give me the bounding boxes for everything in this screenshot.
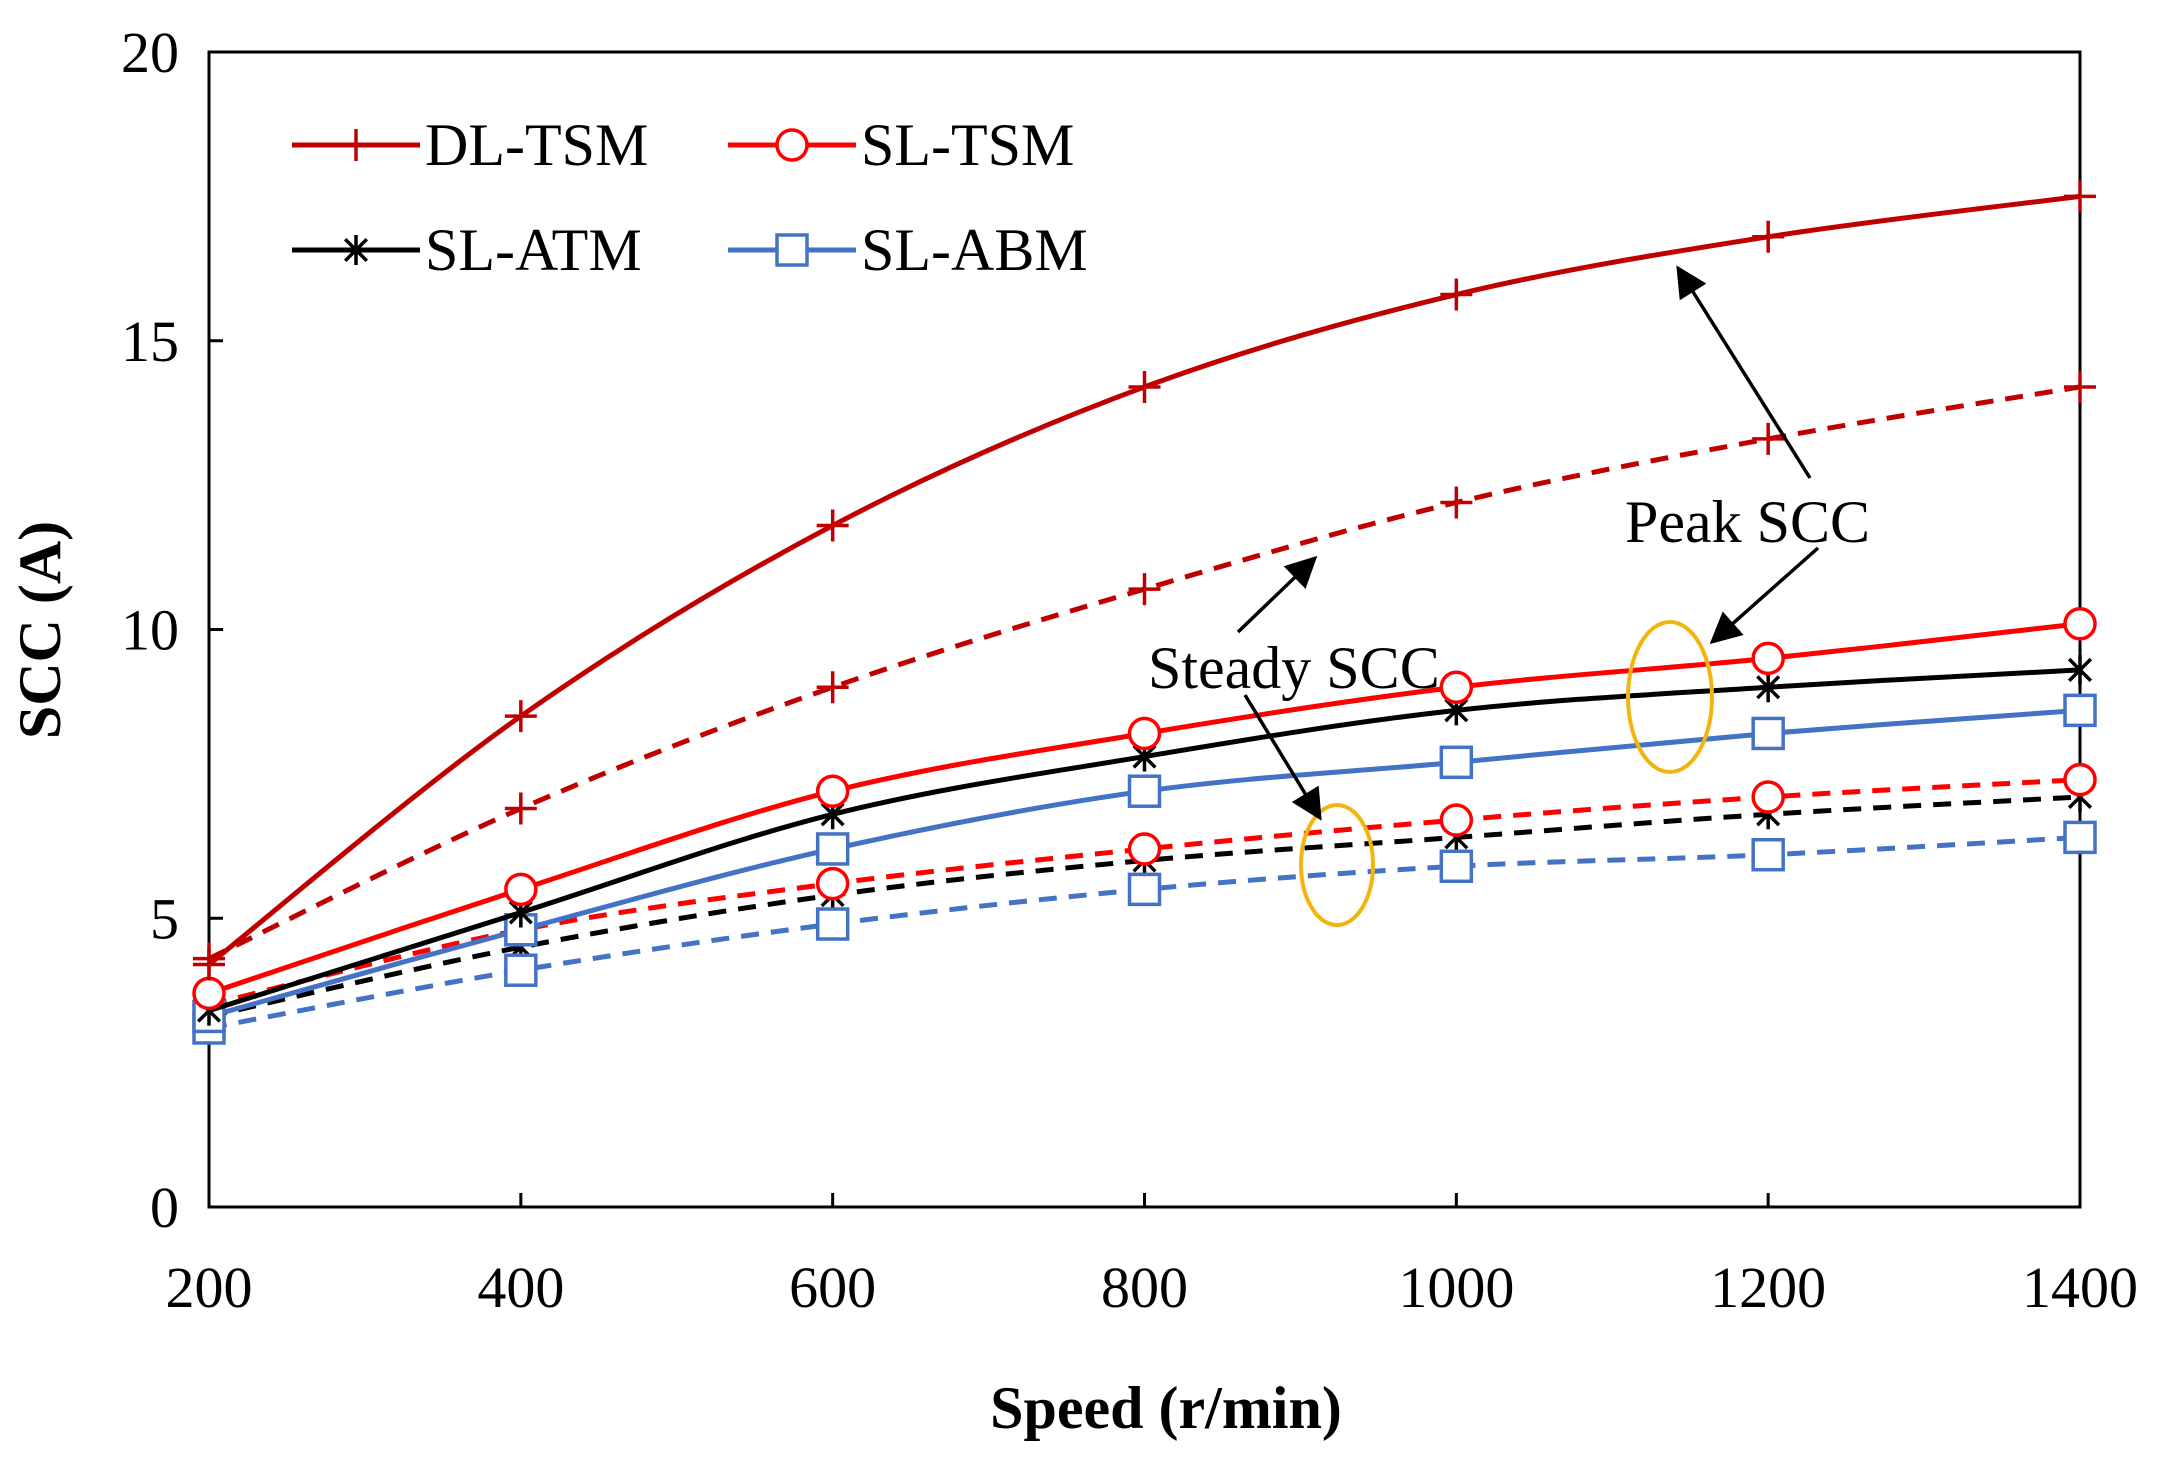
y-tick-label: 10 bbox=[121, 598, 179, 663]
data-point-sl-abm-peak bbox=[815, 832, 850, 866]
y-axis: 0 5 10 15 20 bbox=[121, 20, 223, 1240]
x-tick-label: 1000 bbox=[1398, 1255, 1514, 1320]
data-point-sl-abm-peak bbox=[1751, 716, 1785, 751]
data-point-dl-tsm-peak bbox=[504, 700, 537, 733]
data-point-sl-abm-steady bbox=[1439, 849, 1474, 884]
legend-marker-sl-atm bbox=[343, 235, 369, 265]
data-point-sl-abm-steady bbox=[2063, 820, 2097, 855]
data-point-sl-tsm-steady bbox=[1751, 780, 1785, 814]
data-point-sl-abm-steady bbox=[815, 907, 850, 941]
series-dl-tsm-peak bbox=[193, 180, 2096, 981]
data-point-sl-tsm-peak bbox=[504, 872, 538, 907]
data-point-dl-tsm-peak bbox=[193, 948, 225, 981]
x-axis-title: Speed (r/min) bbox=[990, 1375, 1342, 1441]
data-point-sl-tsm-peak bbox=[815, 774, 850, 808]
data-point-sl-tsm-peak bbox=[1127, 716, 1162, 751]
steady-arrow-down bbox=[1243, 694, 1322, 821]
steady-arrow-up bbox=[1236, 555, 1318, 634]
data-point-sl-abm-steady bbox=[1127, 872, 1162, 907]
series-layer bbox=[192, 180, 2097, 1045]
data-point-sl-tsm-steady bbox=[815, 866, 850, 901]
data-point-sl-abm-steady bbox=[1751, 837, 1785, 872]
y-tick-label: 20 bbox=[121, 20, 179, 85]
annotation-peak-scc: Peak SCC bbox=[1625, 489, 1870, 555]
peak-highlight-ellipse bbox=[1626, 620, 1714, 774]
annotations: Peak SCC Steady SCC bbox=[1148, 265, 1870, 927]
legend-item-sl-abm: SL-ABM bbox=[728, 217, 1088, 283]
y-tick-label: 0 bbox=[150, 1175, 179, 1240]
data-point-sl-tsm-steady bbox=[1439, 803, 1474, 837]
data-point-sl-abm-peak bbox=[2063, 693, 2097, 728]
series-dl-tsm-steady bbox=[193, 370, 2096, 975]
peak-arrow-up bbox=[1676, 265, 1812, 479]
x-tick-label: 800 bbox=[1101, 1255, 1188, 1320]
data-point-dl-tsm-peak bbox=[1128, 370, 1161, 403]
legend-marker-dl-tsm bbox=[340, 129, 372, 161]
x-axis: 200 400 600 800 1000 1200 1400 bbox=[166, 1193, 2138, 1320]
y-tick-label: 5 bbox=[150, 886, 179, 951]
data-point-dl-tsm-peak bbox=[816, 509, 849, 542]
steady-highlight-ellipse bbox=[1299, 803, 1375, 927]
legend-label-sl-atm: SL-ATM bbox=[425, 217, 642, 283]
data-point-sl-abm-peak bbox=[1439, 745, 1474, 780]
legend: DL-TSM SL-TSM SL-ATM SL-ABM bbox=[292, 112, 1088, 283]
x-tick-label: 1200 bbox=[1710, 1255, 1826, 1320]
x-tick-label: 200 bbox=[166, 1255, 253, 1320]
data-point-sl-tsm-steady bbox=[1127, 832, 1162, 866]
x-tick-label: 600 bbox=[789, 1255, 876, 1320]
data-point-dl-tsm-steady bbox=[1752, 422, 1785, 455]
data-point-dl-tsm-peak bbox=[2064, 180, 2096, 213]
data-point-sl-tsm-steady bbox=[2063, 762, 2097, 797]
data-point-sl-tsm-peak bbox=[2063, 606, 2097, 641]
data-point-dl-tsm-steady bbox=[1440, 486, 1473, 519]
annotation-steady-scc: Steady SCC bbox=[1148, 635, 1440, 701]
data-point-dl-tsm-steady bbox=[504, 792, 537, 825]
legend-item-sl-tsm: SL-TSM bbox=[728, 112, 1074, 178]
legend-marker-sl-tsm bbox=[775, 128, 809, 162]
series-sl-abm-steady bbox=[192, 820, 2097, 1045]
peak-arrow-down bbox=[1709, 546, 1820, 645]
data-point-sl-tsm-peak bbox=[1751, 641, 1785, 676]
x-tick-label: 400 bbox=[477, 1255, 564, 1320]
y-axis-title: SCC (A) bbox=[7, 521, 73, 739]
legend-label-sl-tsm: SL-TSM bbox=[861, 112, 1074, 178]
legend-label-sl-abm: SL-ABM bbox=[861, 217, 1088, 283]
data-point-sl-abm-peak bbox=[1127, 774, 1162, 808]
legend-item-dl-tsm: DL-TSM bbox=[292, 112, 648, 178]
data-point-sl-abm-steady bbox=[504, 953, 538, 987]
data-point-dl-tsm-steady bbox=[816, 671, 849, 704]
legend-item-sl-atm: SL-ATM bbox=[292, 217, 642, 283]
data-point-dl-tsm-steady bbox=[2064, 370, 2096, 403]
data-point-dl-tsm-steady bbox=[1128, 573, 1161, 606]
data-point-sl-tsm-peak bbox=[192, 976, 226, 1011]
y-tick-label: 15 bbox=[121, 309, 179, 374]
legend-label-dl-tsm: DL-TSM bbox=[425, 112, 648, 178]
data-point-dl-tsm-peak bbox=[1440, 278, 1473, 311]
data-point-sl-tsm-peak bbox=[1439, 670, 1474, 704]
legend-marker-sl-abm bbox=[775, 233, 809, 267]
data-point-sl-atm-peak bbox=[1756, 672, 1781, 703]
x-tick-label: 1400 bbox=[2022, 1255, 2138, 1320]
data-point-sl-atm-peak bbox=[2067, 654, 2093, 685]
data-point-dl-tsm-peak bbox=[1752, 220, 1785, 253]
series-sl-tsm-peak bbox=[192, 606, 2097, 1011]
